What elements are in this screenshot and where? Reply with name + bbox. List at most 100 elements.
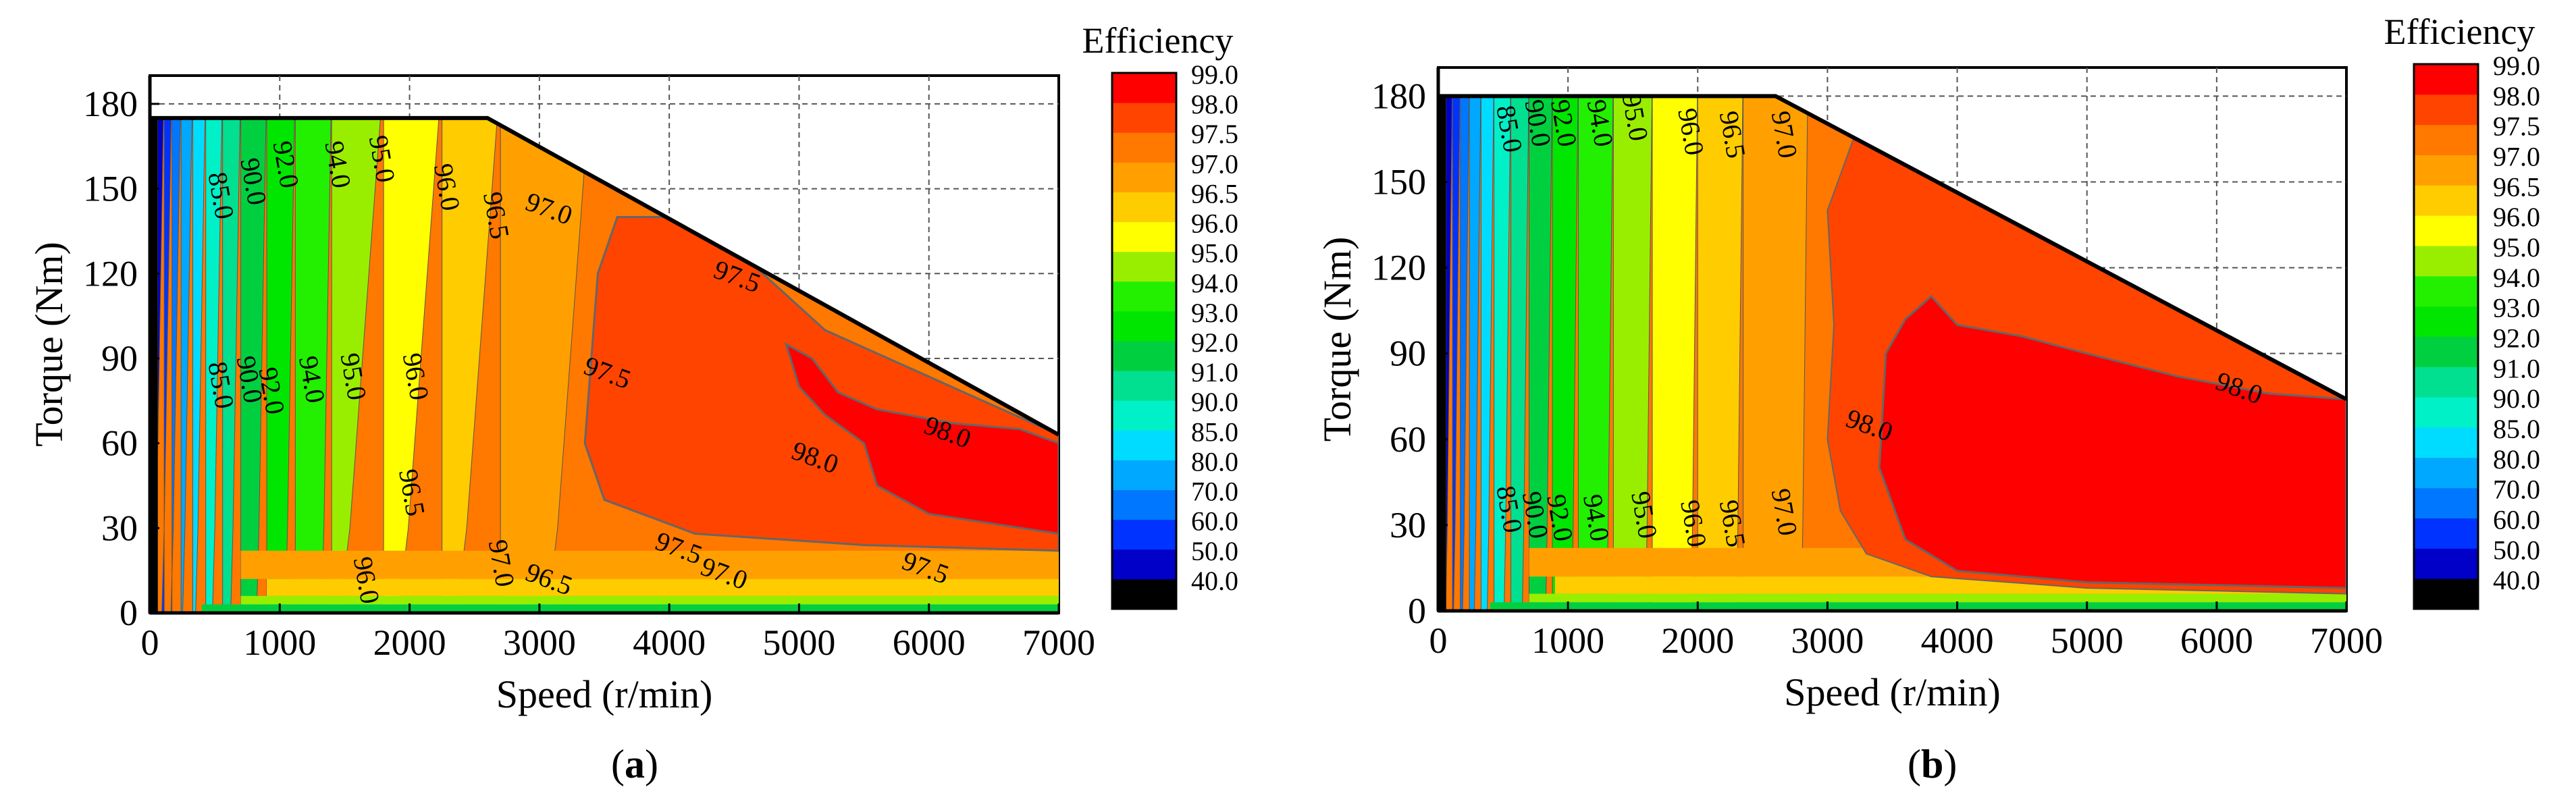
colorbar-label: 99.0 (2493, 51, 2540, 81)
efficiency-map-b: 85.090.092.094.095.0 96.0 96.5 97.098.098.0… (1315, 11, 2540, 714)
colorbar-label: 90.0 (1191, 387, 1238, 417)
x-tick-label: 2000 (1661, 620, 1734, 661)
torque-limit-line (1438, 94, 2348, 402)
region-98-0 (784, 342, 1059, 535)
colorbar-swatch (2414, 397, 2478, 428)
colorbar-swatch (1112, 281, 1176, 312)
colorbar-swatch (1112, 578, 1176, 610)
efficiency-band (161, 117, 173, 613)
x-tick-label: 0 (1429, 620, 1448, 661)
colorbar-frame (2413, 63, 2479, 610)
y-axis-title: Torque (Nm) (27, 242, 71, 447)
x-tick-label: 5000 (762, 622, 835, 663)
efficiency-band (1452, 96, 1461, 612)
x-tick-label: 5000 (2051, 620, 2124, 661)
x-axis-title: Speed (r/min) (1784, 670, 2001, 714)
colorbar-swatch (2414, 185, 2478, 216)
colorbar-label: 85.0 (2493, 414, 2540, 444)
colorbar-swatch (1112, 73, 1176, 103)
strip-92-0 (1490, 602, 2346, 611)
colorbar-swatch (2414, 306, 2478, 337)
colorbar-label: 95.0 (2493, 232, 2540, 263)
colorbar-swatch (1112, 549, 1176, 580)
colorbar-swatch (2414, 246, 2478, 277)
colorbar-swatch (1112, 371, 1176, 401)
colorbar-label: 97.5 (1191, 119, 1238, 149)
x-tick-label: 7000 (1022, 622, 1095, 663)
colorbar-label: 91.0 (2493, 353, 2540, 383)
torque-limit-line (150, 115, 1060, 437)
y-tick-label: 180 (83, 84, 138, 124)
y-tick-label: 150 (83, 169, 138, 209)
x-tick-label: 6000 (2180, 620, 2253, 661)
colorbar-swatch (2414, 336, 2478, 367)
efficiency-band (1445, 96, 1453, 612)
colorbar-swatch (1112, 132, 1176, 163)
y-tick-label: 30 (101, 508, 138, 548)
colorbar-swatch (2414, 518, 2478, 549)
colorbar-label: 40.0 (1191, 566, 1238, 596)
colorbar-swatch (2414, 487, 2478, 518)
colorbar-swatch (1112, 341, 1176, 371)
colorbar-label: 98.0 (2493, 81, 2540, 111)
strip-95-0 (240, 595, 1059, 605)
colorbar-label: 97.5 (2493, 111, 2540, 142)
y-tick-label: 120 (1371, 248, 1426, 288)
y-tick-label: 30 (1390, 505, 1426, 545)
colorbar-label: 98.0 (1191, 89, 1238, 119)
colorbar-swatch (2414, 124, 2478, 155)
colorbar-swatch (1112, 162, 1176, 192)
efficiency-band (222, 117, 242, 613)
strip-97-0 (240, 550, 1059, 579)
colorbar-label: 92.0 (2493, 323, 2540, 354)
colorbar-label: 99.0 (1191, 59, 1238, 90)
y-tick-label: 0 (1408, 591, 1426, 631)
efficiency-band (180, 117, 193, 613)
colorbar-swatch (1112, 400, 1176, 431)
x-tick-label: 2000 (373, 622, 446, 663)
y-tick-label: 60 (101, 423, 138, 464)
efficiency-band (1494, 96, 1512, 612)
panel-a-caption: (a) (611, 742, 658, 786)
y-axis-title: Torque (Nm) (1315, 237, 1359, 442)
contour-fill (150, 117, 1059, 613)
colorbar-swatch (1112, 489, 1176, 520)
colorbar-label: 90.0 (2493, 383, 2540, 414)
efficiency-map-a: 85.090.092.0 94.0 95.096.096.5 97.097.597.5… (27, 20, 1238, 716)
y-tick-label: 90 (1390, 333, 1426, 374)
colorbar-swatch (1112, 251, 1176, 282)
colorbar-title: Efficiency (2384, 11, 2535, 52)
colorbar-label: 96.5 (1191, 178, 1238, 209)
colorbar-label: 93.0 (2493, 293, 2540, 323)
colorbar-label: 91.0 (1191, 357, 1238, 387)
strip-92-0 (201, 604, 1059, 613)
colorbar-label: 60.0 (1191, 506, 1238, 537)
colorbar-swatch (2414, 155, 2478, 186)
colorbar-label: 97.0 (2493, 142, 2540, 172)
colorbar-swatch (1112, 103, 1176, 133)
colorbar-label: 40.0 (2493, 565, 2540, 595)
efficiency-band (1460, 96, 1470, 612)
colorbar-swatch (2414, 548, 2478, 579)
x-axis-title: Speed (r/min) (496, 672, 713, 716)
efficiency-band (192, 117, 207, 613)
panel-b: 85.0 90.0 92.0 94.0 95.0 96.0 96.5 97.0 98.0 98.0… (1296, 0, 2576, 808)
colorbar-swatch (1112, 430, 1176, 460)
colorbar-label: 85.0 (1191, 416, 1238, 447)
colorbar-swatch (2414, 215, 2478, 246)
colorbar-frame (1111, 72, 1178, 610)
colorbar-swatch (1112, 460, 1176, 491)
strip-95-0 (1529, 593, 2346, 603)
region-40-0 (150, 117, 158, 613)
colorbar-swatch (1112, 192, 1176, 223)
region-98-0 (1878, 294, 2346, 589)
y-tick-label: 0 (120, 593, 138, 633)
x-tick-label: 3000 (1791, 620, 1864, 661)
efficiency-band (1469, 96, 1481, 612)
efficiency-band (205, 117, 224, 613)
colorbar-title: Efficiency (1082, 20, 1234, 61)
efficiency-band (1510, 96, 1530, 612)
colorbar-swatch (2414, 94, 2478, 126)
y-tick-label: 180 (1371, 76, 1426, 116)
colorbar-swatch (2414, 367, 2478, 398)
